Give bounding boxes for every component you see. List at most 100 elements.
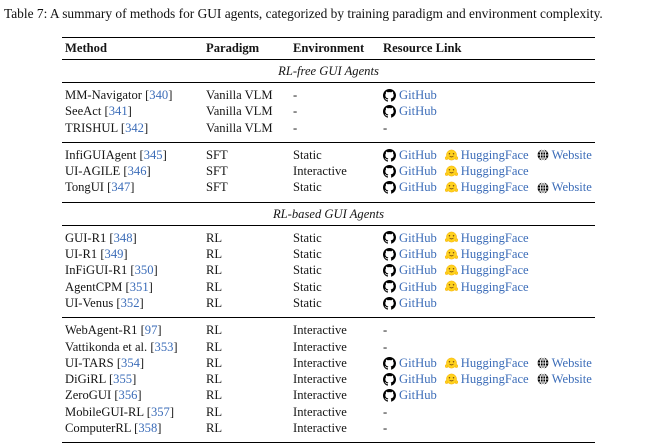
no-resource-dash: - [383,421,388,436]
github-link-label: GitHub [399,247,437,262]
citation-link[interactable]: 341 [108,104,128,119]
citation-link[interactable]: 351 [129,279,149,294]
citation-link[interactable]: 350 [134,263,154,278]
table-row: InFiGUI-R1 [350] RL Static GitHub HuggingF… [62,262,595,278]
citation-link[interactable]: 349 [104,247,124,262]
github-link[interactable]: GitHub [383,355,437,371]
citation-link[interactable]: 356 [118,388,138,403]
resource-cell: GitHub [383,295,595,311]
github-octocat-icon [383,372,396,386]
method-name: UI-AGILE [65,164,121,179]
website-link[interactable]: Website [537,355,592,371]
citation-link[interactable]: 347 [111,180,131,195]
method-name: InFiGUI-R1 [65,263,128,278]
resource-cell: GitHub [383,387,595,403]
website-link[interactable]: Website [537,371,592,387]
github-link[interactable]: GitHub [383,262,437,278]
paradigm-cell: RL [206,355,223,370]
method-cell: Vattikonda et al. [353] [65,339,178,354]
citation-link[interactable]: 348 [113,230,133,245]
github-link-label: GitHub [399,147,437,162]
environment-cell: Static [293,147,322,162]
paradigm-cell: Vanilla VLM [206,120,273,135]
github-link[interactable]: GitHub [383,279,437,295]
github-octocat-icon [383,356,396,370]
citation-link[interactable]: 358 [138,421,158,436]
environment-cell: Static [293,263,322,278]
citation-link[interactable]: 353 [154,339,174,354]
paradigm-cell: SFT [206,180,228,195]
website-link[interactable]: Website [537,147,592,163]
website-link[interactable]: Website [537,179,592,195]
github-link[interactable]: GitHub [383,163,437,179]
huggingface-link[interactable]: HuggingFace [444,230,529,246]
huggingface-link[interactable]: HuggingFace [444,179,529,195]
huggingface-link[interactable]: HuggingFace [444,246,529,262]
github-link[interactable]: GitHub [383,295,437,311]
resource-cell: GitHub [383,103,595,119]
huggingface-link[interactable]: HuggingFace [444,147,529,163]
citation-link[interactable]: 346 [127,164,147,179]
github-link-label: GitHub [399,372,437,387]
environment-cell: Interactive [293,372,347,387]
environment-cell: Interactive [293,421,347,436]
huggingface-link[interactable]: HuggingFace [444,371,529,387]
table-row: TRISHUL [342] Vanilla VLM - - [62,120,595,136]
github-octocat-icon [383,264,396,277]
table-row: GUI-R1 [348] RL Static GitHub HuggingFace [62,230,595,246]
github-octocat-icon [383,164,396,178]
table-row: TongUI [347] SFT Static GitHub HuggingFace… [62,179,595,195]
huggingface-link[interactable]: HuggingFace [444,262,529,278]
globe-icon [537,357,549,369]
huggingface-link[interactable]: HuggingFace [444,279,529,295]
citation-link[interactable]: 340 [149,88,169,102]
methods-table: Method Paradigm Environment Resource Lin… [62,37,595,443]
github-link-label: GitHub [399,104,437,119]
github-link[interactable]: GitHub [383,230,437,246]
table-row: InfiGUIAgent [345] SFT Static GitHub Huggi… [62,147,595,163]
github-link[interactable]: GitHub [383,246,437,262]
environment-cell: - [293,104,298,119]
citation-link[interactable]: 355 [113,372,133,387]
citation-link[interactable]: 354 [121,355,140,370]
resource-cell: GitHub HuggingFace [383,279,595,295]
github-link[interactable]: GitHub [383,87,437,103]
github-link[interactable]: GitHub [383,371,437,387]
citation-link[interactable]: 97 [144,323,158,338]
github-link-label: GitHub [399,355,437,370]
table-caption: Table 7: A summary of methods for GUI ag… [4,6,603,21]
resource-cell: - [383,420,595,436]
citation-link[interactable]: 357 [150,404,170,419]
github-link-label: GitHub [399,164,437,179]
github-link-label: GitHub [399,295,437,310]
github-link[interactable]: GitHub [383,387,437,403]
resource-cell: GitHub HuggingFace [383,230,595,246]
github-octocat-icon [383,231,396,245]
citation-link[interactable]: 345 [143,147,163,162]
hugging-face-icon [444,357,458,368]
table-row: UI-TARS [354] RL Interactive GitHub Huggin… [62,355,595,371]
environment-cell: Static [293,230,322,245]
github-link[interactable]: GitHub [383,103,437,119]
github-link[interactable]: GitHub [383,147,437,163]
huggingface-link[interactable]: HuggingFace [444,355,529,371]
table-body: RL-free GUI Agents MM-Navigator [340] Vani… [62,60,595,443]
huggingface-link[interactable]: HuggingFace [444,163,529,179]
table-row: Vattikonda et al. [353] RL Interactive - [62,339,595,355]
github-link-label: GitHub [399,230,437,245]
paradigm-cell: RL [206,230,223,245]
github-link[interactable]: GitHub [383,179,437,195]
environment-cell: Static [293,180,322,195]
method-cell: UI-Venus [352] [65,295,144,310]
resource-cell: - [383,322,595,338]
paradigm-cell: Vanilla VLM [206,88,273,102]
hugging-face-icon [444,149,458,160]
method-cell: MM-Navigator [340] [65,88,173,102]
no-resource-dash: - [383,323,388,338]
huggingface-link-label: HuggingFace [460,247,529,262]
citation-link[interactable]: 342 [125,120,144,135]
github-octocat-icon [383,389,396,402]
environment-cell: Interactive [293,339,347,354]
citation-link[interactable]: 352 [120,295,140,310]
method-name: MobileGUI-RL [65,404,144,419]
